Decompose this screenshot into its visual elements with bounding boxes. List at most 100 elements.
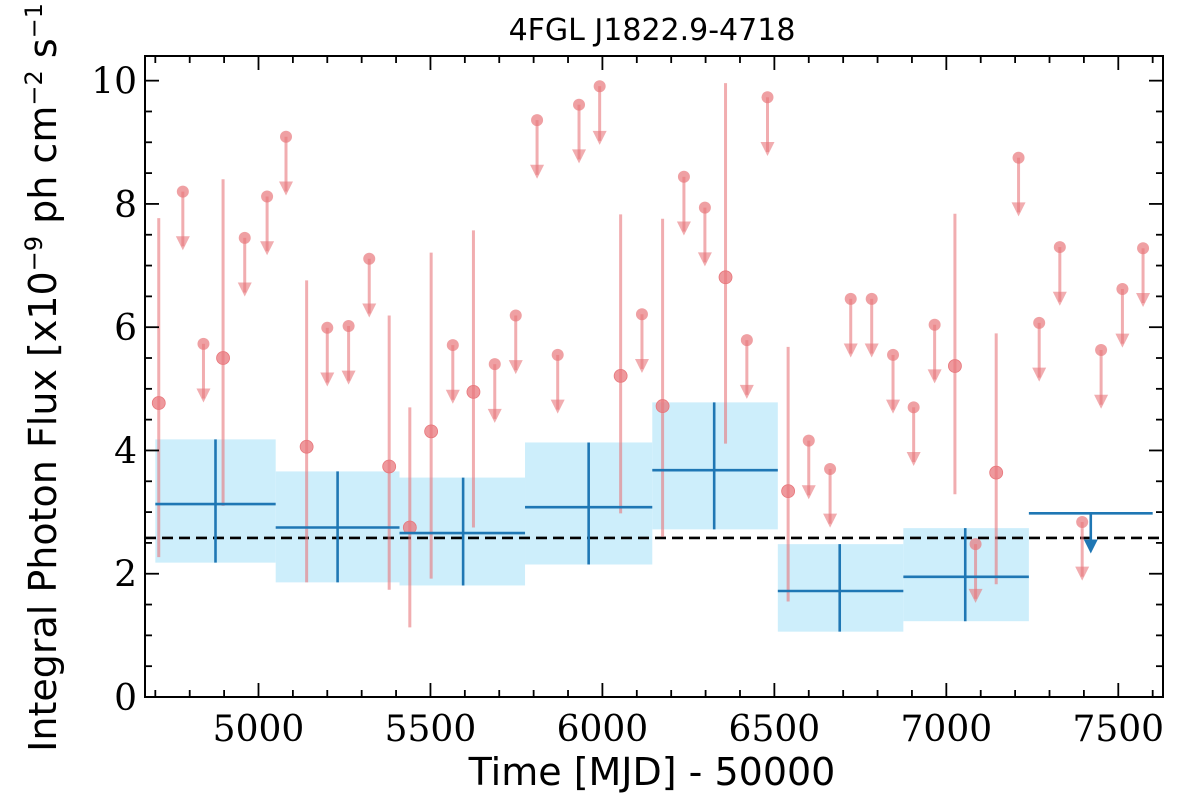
upper-limit-marker [677, 170, 690, 183]
upper-limit-arrow [279, 181, 294, 196]
upper-limit-marker [635, 308, 648, 321]
upper-limit-arrow [175, 236, 190, 251]
upper-limit-marker [176, 185, 189, 198]
upper-limit-marker [1012, 151, 1025, 164]
x-tick-label: 5000 [213, 709, 305, 750]
upper-limit-arrow [927, 369, 942, 384]
upper-limit-marker [1137, 242, 1150, 255]
upper-limit-marker [844, 292, 857, 305]
upper-limit-arrow [237, 282, 252, 297]
upper-limit-arrow [739, 384, 754, 399]
x-tick-label: 6500 [729, 709, 821, 750]
upper-limit-arrow [572, 149, 587, 164]
upper-limit-marker [802, 434, 815, 447]
y-tick-label: 10 [91, 62, 137, 103]
upper-limit-arrow [1052, 291, 1067, 306]
upper-limit-marker [509, 309, 522, 322]
fine-data-point [299, 439, 314, 454]
fine-data-point [655, 399, 670, 413]
upper-limit-arrow [196, 388, 211, 403]
fine-data-point [613, 368, 628, 383]
chart-title: 4FGL J1822.9-4718 [509, 13, 796, 48]
upper-limit-marker [1053, 241, 1066, 254]
upper-limit-arrow [260, 241, 275, 256]
upper-limit-arrow [801, 485, 816, 500]
upper-limit-marker [928, 318, 941, 331]
fine-data-point [989, 465, 1004, 480]
fine-data-point [151, 396, 166, 410]
upper-limit-marker [551, 348, 564, 361]
upper-limit-marker [531, 114, 544, 127]
upper-limit-arrow [550, 399, 565, 414]
upper-limit-marker [1033, 316, 1046, 329]
fine-data-point [466, 385, 481, 399]
upper-limit-arrow [1136, 293, 1151, 308]
upper-limit-arrow [1032, 367, 1047, 382]
fine-data-point [382, 459, 397, 474]
upper-limit-marker [261, 190, 274, 203]
upper-limit-arrow [1011, 202, 1026, 217]
upper-limit-marker [238, 231, 251, 244]
upper-limit-marker [1095, 343, 1108, 356]
upper-limit-arrow [1075, 566, 1090, 581]
upper-limit-arrow [968, 588, 983, 603]
upper-limit-arrow [530, 164, 545, 179]
y-axis-label-exponent: −1 [20, 3, 48, 38]
y-tick-label: 6 [114, 308, 137, 349]
fine-data-point [781, 484, 796, 499]
upper-limit-arrow [886, 399, 901, 414]
upper-limit-arrow [676, 221, 691, 236]
upper-limit-arrow [508, 360, 523, 375]
axes: 5000 5500 6000 6500 7000 7500 0 2 4 6 8 10 [91, 55, 1164, 750]
upper-limit-marker [1076, 515, 1089, 528]
upper-limit-arrow [1115, 333, 1130, 348]
y-axis-label-part: ] [21, 0, 65, 3]
y-tick-label: 8 [114, 185, 137, 226]
upper-limit-marker [342, 319, 355, 332]
y-axis-label-exponent: −9 [20, 236, 48, 271]
upper-limit-arrow [864, 343, 879, 358]
x-axis-label: Time [MJD] - 50000 [468, 750, 836, 794]
upper-limit-marker [488, 358, 501, 371]
upper-limit-arrow [697, 252, 712, 267]
upper-limit-arrow [906, 452, 921, 467]
upper-limit-arrow [487, 408, 502, 423]
upper-limit-arrow [362, 303, 377, 318]
upper-limit-arrow [1094, 394, 1109, 409]
y-axis-label: Integral Photon Flux [x10−9 ph cm−2 s−1] [20, 0, 65, 752]
upper-limit-marker [363, 252, 376, 265]
x-tick-label: 7500 [1072, 709, 1164, 750]
upper-limit-marker [573, 98, 586, 111]
upper-limit-marker [446, 339, 459, 352]
y-axis-label-part: Integral Photon Flux [x10 [21, 271, 65, 752]
upper-limit-arrow [843, 343, 858, 358]
upper-limit-arrow [341, 370, 356, 385]
y-axis-label-exponent: −2 [20, 70, 48, 105]
upper-limit-marker [321, 321, 334, 334]
y-axis-label-part: s [21, 38, 65, 70]
upper-limit-marker [887, 348, 900, 361]
fine-data-point [216, 351, 230, 365]
y-tick-label: 4 [114, 431, 137, 472]
y-axis-label-part: ph cm [21, 106, 65, 236]
y-tick-label: 0 [114, 678, 137, 719]
y-tick-label: 2 [114, 555, 137, 596]
upper-limit-arrow [634, 358, 649, 373]
upper-limit-arrow [592, 130, 607, 145]
plot-frame [144, 55, 1164, 698]
upper-limit-marker [969, 538, 982, 551]
coarse-bin-points [155, 402, 1153, 632]
upper-limit-marker [698, 201, 711, 214]
fine-data-point [948, 359, 962, 373]
upper-limit-marker [1116, 282, 1129, 295]
x-tick-label: 5500 [385, 709, 477, 750]
upper-limit-arrow [320, 372, 335, 387]
upper-limit-marker [280, 130, 293, 143]
upper-limit-marker [761, 91, 774, 104]
upper-limit-marker [197, 337, 210, 350]
upper-limit-arrow [760, 141, 775, 156]
x-tick-label: 6000 [557, 709, 649, 750]
upper-limit-marker [865, 292, 878, 305]
upper-limit-marker [907, 401, 920, 414]
